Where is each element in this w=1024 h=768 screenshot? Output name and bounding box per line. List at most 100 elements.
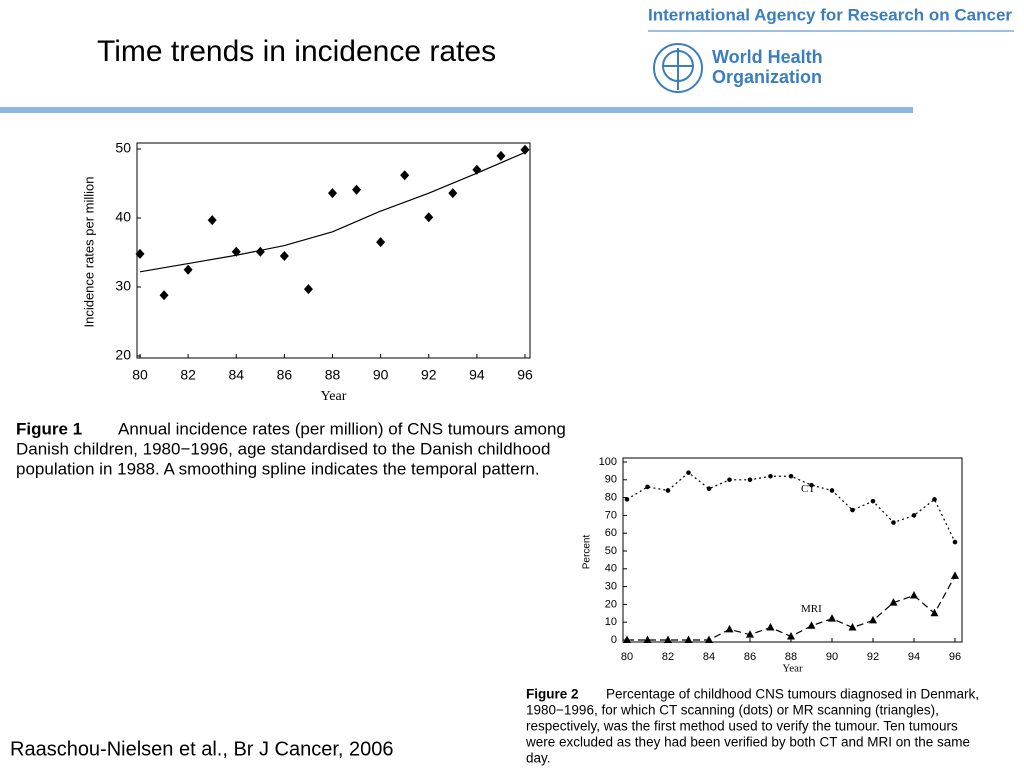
plot-frame	[622, 457, 963, 643]
data-point	[279, 250, 289, 261]
data-point	[664, 635, 672, 643]
data-point	[705, 635, 713, 643]
x-tick-label: 92	[867, 651, 879, 663]
data-point	[727, 477, 732, 483]
caption-text: day.	[526, 751, 551, 766]
data-point	[787, 631, 795, 640]
data-point	[930, 608, 939, 617]
data-point	[829, 488, 835, 493]
caption-text: were excluded as they had been verified …	[525, 735, 970, 750]
x-tick-label: 94	[469, 367, 485, 383]
data-point	[951, 571, 959, 579]
agency-name: International Agency for Research on Can…	[648, 5, 1012, 24]
data-point	[747, 477, 753, 483]
y-tick-label: 100	[599, 456, 617, 468]
data-point	[424, 212, 434, 223]
x-tick-label: 80	[132, 367, 148, 383]
data-point	[207, 215, 217, 226]
x-axis-label: Year	[782, 663, 803, 675]
y-tick-label: 90	[605, 474, 617, 486]
data-point	[623, 635, 631, 643]
data-point	[725, 624, 734, 633]
x-tick-label: 82	[180, 367, 196, 383]
plot-frame	[136, 142, 531, 359]
fit-line	[139, 151, 526, 273]
data-point	[706, 486, 712, 492]
x-tick-label: 88	[785, 651, 797, 663]
data-point	[910, 591, 918, 599]
caption-label: Figure 1	[16, 419, 82, 438]
y-tick-label: 30	[605, 581, 617, 593]
caption-text: Annual incidence rates (per million) of …	[118, 419, 566, 438]
data-point	[665, 488, 671, 493]
data-point	[684, 635, 693, 643]
y-tick-label: 50	[115, 140, 131, 156]
y-tick-label: 0	[611, 634, 617, 646]
y-tick-label: 70	[605, 509, 617, 521]
series-label: MRI	[801, 603, 822, 615]
data-point	[643, 635, 652, 643]
y-tick-label: 60	[605, 527, 617, 539]
data-point	[520, 144, 530, 155]
x-tick-label: 96	[949, 651, 961, 663]
citation: Raaschou-Nielsen et al., Br J Cancer, 20…	[10, 738, 394, 760]
data-point	[891, 520, 896, 525]
caption-label: Figure 2	[526, 687, 579, 702]
data-point	[809, 482, 814, 488]
x-tick-label: 94	[908, 651, 920, 663]
y-tick-label: 80	[605, 492, 617, 504]
data-point	[952, 539, 958, 545]
caption-text: population in 1988. A smoothing spline i…	[16, 459, 540, 478]
data-point	[231, 246, 241, 257]
x-tick-label: 92	[421, 367, 437, 383]
x-tick-label: 90	[373, 367, 389, 383]
data-point	[159, 290, 169, 301]
data-point	[328, 188, 337, 199]
data-point	[746, 630, 754, 638]
header-bar	[0, 107, 913, 113]
data-point	[807, 621, 816, 629]
x-tick-label: 96	[517, 367, 533, 383]
who-name: World Health	[712, 47, 823, 67]
data-point	[848, 623, 857, 631]
x-tick-label: 84	[228, 367, 244, 383]
data-point	[376, 237, 386, 248]
caption-text: respectively, was the first method used …	[526, 719, 958, 734]
slide-title: Time trends in incidence rates	[97, 35, 496, 68]
x-tick-label: 88	[325, 367, 341, 383]
data-point	[828, 614, 836, 622]
data-point	[255, 246, 265, 257]
data-point	[448, 188, 458, 199]
data-point	[850, 507, 855, 513]
data-point	[135, 248, 145, 259]
y-tick-label: 40	[605, 563, 617, 575]
y-axis-label: Incidence rates per million	[81, 176, 96, 327]
x-tick-label: 86	[744, 651, 756, 663]
y-tick-label: 20	[605, 598, 617, 610]
data-point	[400, 170, 410, 181]
data-point	[183, 264, 193, 275]
data-point	[932, 497, 937, 502]
data-point	[645, 484, 650, 490]
y-axis-label: Percent	[582, 535, 593, 570]
x-tick-label: 86	[277, 367, 293, 383]
y-tick-label: 10	[605, 616, 617, 628]
y-tick-label: 20	[115, 347, 131, 363]
data-point	[686, 470, 691, 475]
caption-text: 1980−1996, for which CT scanning (dots) …	[526, 703, 939, 718]
x-tick-label: 80	[621, 651, 633, 663]
data-point	[889, 598, 898, 606]
data-point	[869, 615, 877, 624]
who-name: Organization	[712, 67, 822, 87]
series-label: CT	[801, 483, 815, 495]
data-point	[624, 497, 630, 502]
data-point	[303, 284, 313, 295]
caption-text: Danish children, 1980−1996, age standard…	[16, 439, 550, 458]
x-axis-label: Year	[321, 389, 347, 404]
who-emblem	[653, 43, 703, 93]
data-point	[911, 513, 917, 518]
caption-text: Percentage of childhood CNS tumours diag…	[606, 687, 979, 702]
y-tick-label: 30	[115, 278, 131, 294]
